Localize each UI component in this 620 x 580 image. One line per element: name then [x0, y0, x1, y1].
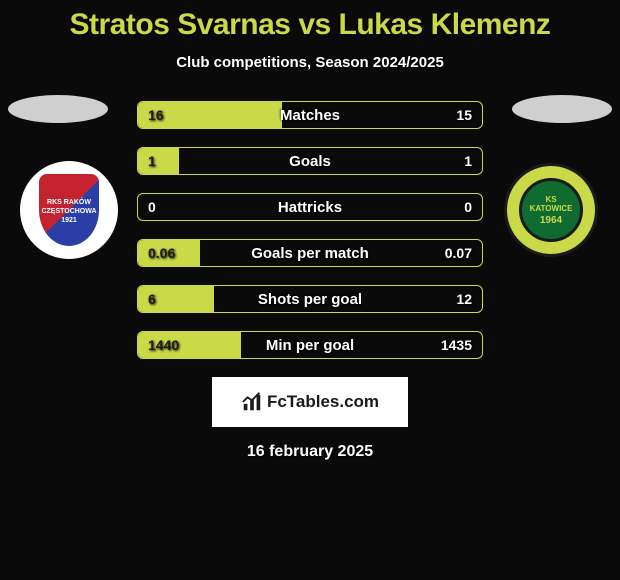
club-badge-left[interactable] [20, 161, 118, 259]
crest-right-top: KS [545, 195, 556, 204]
comparison-panel: KS KATOWICE 1964 16Matches15 1Goals1 0Hatt… [0, 101, 620, 461]
crest-right-year: 1964 [540, 215, 562, 226]
stat-row: 0Hattricks0 [137, 193, 483, 221]
stat-value-right: 1 [464, 153, 472, 169]
stat-value-right: 12 [456, 291, 472, 307]
stat-label: Matches [138, 107, 482, 124]
stat-row: 1440Min per goal1435 [137, 331, 483, 359]
stat-value-right: 0.07 [445, 245, 472, 261]
chart-icon [241, 391, 263, 413]
footer-logo-text: FcTables.com [267, 392, 379, 412]
crest-right-mid: KATOWICE [530, 204, 573, 213]
crest-left-icon [37, 172, 101, 248]
stat-label: Min per goal [138, 337, 482, 354]
ellipse-left [8, 95, 108, 123]
page-title: Stratos Svarnas vs Lukas Klemenz [0, 0, 620, 42]
page-subtitle: Club competitions, Season 2024/2025 [0, 54, 620, 71]
crest-right-outer-icon: KS KATOWICE 1964 [504, 163, 598, 257]
club-badge-right[interactable]: KS KATOWICE 1964 [502, 161, 600, 259]
stat-label: Shots per goal [138, 291, 482, 308]
crest-right-inner-icon: KS KATOWICE 1964 [519, 178, 583, 242]
stat-value-right: 0 [464, 199, 472, 215]
stat-label: Hattricks [138, 199, 482, 216]
stat-row: 0.06Goals per match0.07 [137, 239, 483, 267]
stat-row: 16Matches15 [137, 101, 483, 129]
stat-value-right: 1435 [441, 337, 472, 353]
stats-list: 16Matches15 1Goals1 0Hattricks0 0.06Goals p… [137, 101, 483, 359]
stat-label: Goals [138, 153, 482, 170]
footer-date: 16 february 2025 [0, 443, 620, 461]
stat-label: Goals per match [138, 245, 482, 262]
stat-row: 6Shots per goal12 [137, 285, 483, 313]
stat-row: 1Goals1 [137, 147, 483, 175]
footer-logo[interactable]: FcTables.com [212, 377, 408, 427]
stat-value-right: 15 [456, 107, 472, 123]
ellipse-right [512, 95, 612, 123]
